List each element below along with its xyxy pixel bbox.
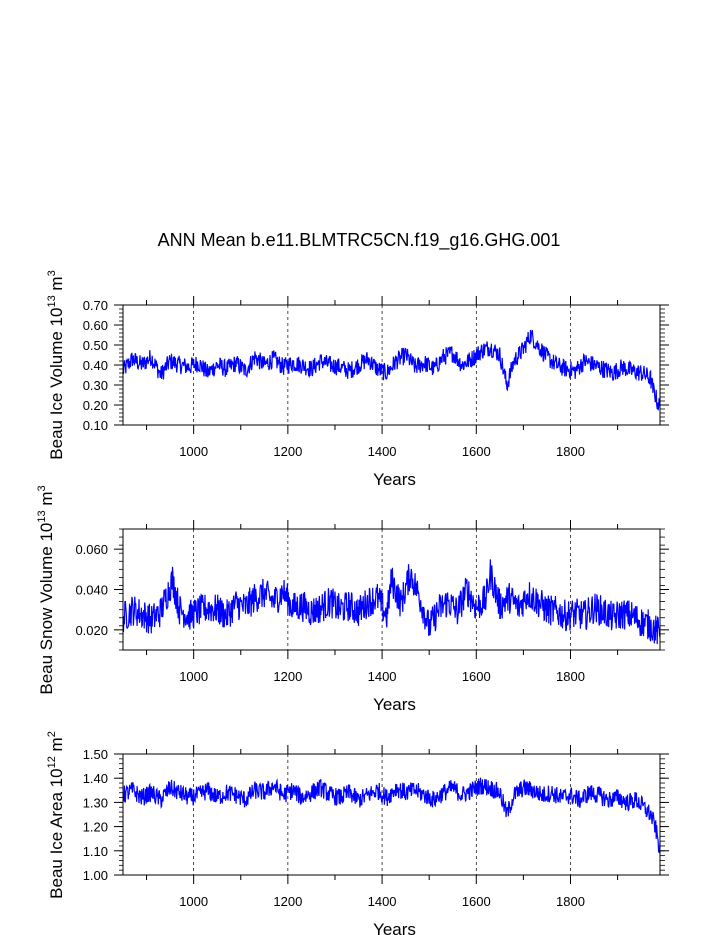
chart-panel-3: 1000 1200 1400 1600 1800 1.00 1.10 1.20 1.30 1.40… <box>46 731 669 935</box>
y-label-exponent: 3 <box>46 270 58 276</box>
y-label-exponent: 2 <box>46 731 58 737</box>
x-tick-label: 1800 <box>556 894 585 909</box>
x-tick-label: 1400 <box>368 444 397 459</box>
x-axis-label: Years <box>373 470 416 489</box>
figure-title: ANN Mean b.e11.BLMTRC5CN.f19_g16.GHG.001 <box>158 230 561 251</box>
y-tick-label: 0.30 <box>83 378 108 393</box>
y-tick-label: 1.50 <box>83 747 108 762</box>
y-label-text: Beau Snow Volume 10 <box>37 523 56 695</box>
x-tick-label: 1000 <box>179 894 208 909</box>
y-tick-label: 1.10 <box>83 844 108 859</box>
y-axis-label: Beau Ice Area 1012 m2 <box>46 731 66 899</box>
data-series-line <box>122 329 661 411</box>
data-series-line <box>122 777 661 854</box>
y-tick-label: 0.60 <box>83 318 108 333</box>
y-label-text: Beau Ice Volume 10 <box>47 308 66 460</box>
x-axis-label: Years <box>373 695 416 714</box>
y-label-exponent: 13 <box>46 295 58 307</box>
y-label-text: m <box>47 737 66 756</box>
chart-panels: 1000 1200 1400 1600 1800 0.10 0.20 0.30 0.40 0.50… <box>36 270 669 935</box>
y-label-text: Beau Ice Area 10 <box>47 768 66 898</box>
y-tick-label: 0.40 <box>83 358 108 373</box>
y-axis-label: Beau Ice Volume 1013 m3 <box>46 270 66 459</box>
x-axis-label: Years <box>373 920 416 935</box>
y-label-exponent: 12 <box>46 756 58 768</box>
y-label-text: m <box>47 276 66 295</box>
chart-panel-1: 1000 1200 1400 1600 1800 0.10 0.20 0.30 0.40 0.50… <box>46 270 669 489</box>
y-tick-label: 0.20 <box>83 398 108 413</box>
y-label-exponent: 13 <box>36 510 48 522</box>
y-tick-label: 1.00 <box>83 868 108 883</box>
data-series-line <box>122 559 661 645</box>
x-tick-label: 1600 <box>462 894 491 909</box>
x-tick-label: 1800 <box>556 444 585 459</box>
x-tick-label: 1000 <box>179 669 208 684</box>
y-tick-label: 0.70 <box>83 298 108 313</box>
x-tick-label: 1200 <box>273 669 302 684</box>
x-tick-label: 1400 <box>368 894 397 909</box>
y-tick-label: 0.50 <box>83 338 108 353</box>
y-axis-label: Beau Snow Volume 1013 m3 <box>36 485 56 694</box>
chart-panel-2: 1000 1200 1400 1600 1800 0.020 0.040 0.060 Years… <box>36 485 669 714</box>
x-tick-label: 1200 <box>273 444 302 459</box>
x-tick-label: 1800 <box>556 669 585 684</box>
x-tick-label: 1600 <box>462 444 491 459</box>
x-tick-label: 1000 <box>179 444 208 459</box>
y-tick-label: 1.20 <box>83 820 108 835</box>
plot-frame <box>122 528 661 651</box>
y-tick-label: 1.30 <box>83 795 108 810</box>
y-tick-label: 0.040 <box>75 583 108 598</box>
y-label-exponent: 3 <box>36 485 48 491</box>
x-tick-label: 1200 <box>273 894 302 909</box>
y-tick-label: 0.020 <box>75 623 108 638</box>
y-tick-label: 0.060 <box>75 542 108 557</box>
plot-frame <box>122 753 661 876</box>
x-tick-label: 1600 <box>462 669 491 684</box>
x-tick-label: 1400 <box>368 669 397 684</box>
y-tick-label: 0.10 <box>83 418 108 433</box>
y-label-text: m <box>37 491 56 510</box>
y-tick-label: 1.40 <box>83 771 108 786</box>
